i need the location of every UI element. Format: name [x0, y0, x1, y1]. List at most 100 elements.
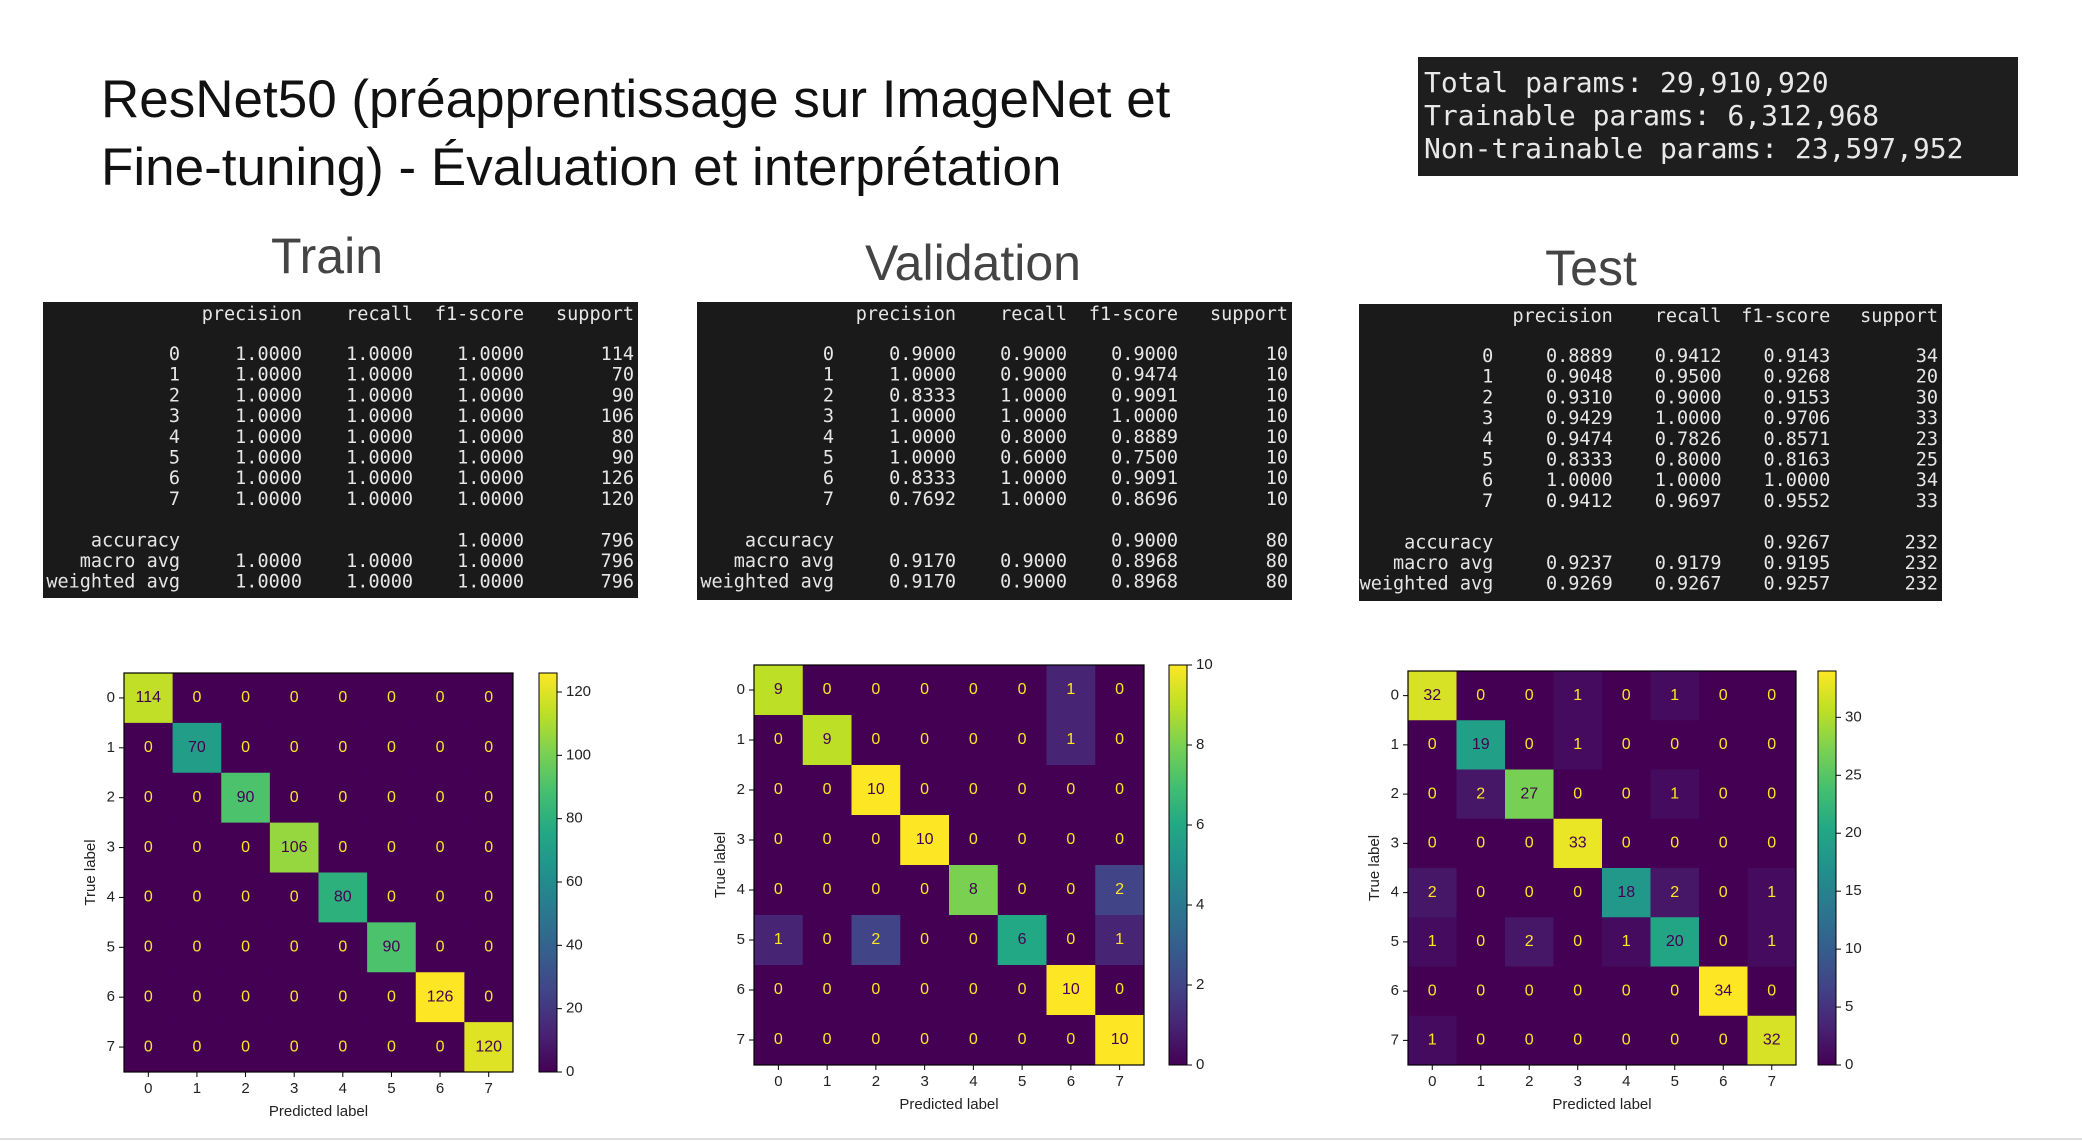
report-cell: 0 [823, 344, 834, 365]
cell-label: 0 [241, 939, 250, 956]
matrix-cell [1095, 765, 1145, 816]
matrix-cell [318, 1022, 368, 1073]
cell-label: 0 [192, 889, 201, 906]
cell-label: 0 [1066, 931, 1075, 948]
cell-label: 0 [1767, 687, 1776, 704]
report-cell: 34 [1916, 470, 1938, 491]
matrix-cell [900, 1015, 950, 1066]
colorbar-tick-label: 100 [566, 746, 591, 763]
matrix-cell [949, 765, 999, 816]
report-cell: 0.8696 [1111, 489, 1178, 510]
cell-label: 1 [1428, 1032, 1437, 1049]
report-cell: 3 [823, 406, 834, 427]
y-tick-label: 2 [1391, 785, 1399, 802]
cell-label: 0 [241, 889, 250, 906]
x-tick-label: 7 [1768, 1073, 1776, 1090]
report-cell: 1.0000 [235, 385, 302, 406]
report-cell: 0.9048 [1546, 367, 1613, 388]
cell-label: 0 [387, 889, 396, 906]
matrix-cell [1046, 1015, 1096, 1066]
report-cell: 33 [1916, 491, 1938, 512]
cell-label: 0 [192, 1038, 201, 1055]
cell-label: 19 [1472, 736, 1490, 753]
panel-heading: Validation [865, 235, 1081, 291]
matrix-cell [269, 822, 319, 873]
cell-label: 106 [281, 839, 308, 856]
matrix-cell [1408, 966, 1457, 1017]
report-cell: 1.0000 [457, 427, 524, 448]
report-cell: 1.0000 [235, 344, 302, 365]
matrix-cell [949, 865, 999, 916]
report-cell: precision [856, 304, 956, 325]
report-cell: 2 [169, 385, 180, 406]
report-cell: 0.9412 [1546, 491, 1613, 512]
cell-label: 10 [1062, 981, 1080, 998]
report-cell: 0.9552 [1763, 491, 1830, 512]
matrix-cell [1505, 671, 1554, 721]
cell-label: 0 [241, 988, 250, 1005]
cell-label: 0 [1476, 884, 1485, 901]
report-cell: 3 [169, 406, 180, 427]
matrix-cell [415, 722, 465, 774]
cell-label: 0 [1428, 785, 1437, 802]
matrix-cell [1095, 815, 1145, 866]
report-cell: 0.9268 [1763, 367, 1830, 388]
matrix-cell [1602, 966, 1651, 1017]
cell-label: 32 [1763, 1032, 1781, 1049]
cell-label: 0 [823, 831, 832, 848]
matrix-cell [464, 922, 514, 973]
report-cell: 0.9267 [1763, 532, 1830, 553]
report-cell: 1.0000 [235, 551, 302, 572]
y-tick-label: 3 [107, 839, 115, 856]
colorbar [1817, 670, 1837, 1066]
y-tick-label: 4 [737, 881, 745, 898]
cell-label: 0 [1115, 831, 1124, 848]
report-cell: 30 [1916, 387, 1938, 408]
report-cell: 232 [1905, 553, 1938, 574]
report-cell: 1.0000 [346, 489, 413, 510]
matrix-cell [1650, 917, 1700, 967]
cell-label: 9 [823, 731, 832, 748]
report-cell: weighted avg [700, 572, 834, 593]
report-cell: 6 [169, 468, 180, 489]
report-cell: 1.0000 [1000, 406, 1067, 427]
matrix-cell [318, 972, 368, 1023]
slide-title: ResNet50 (préapprentissage sur ImageNet … [101, 70, 1171, 129]
params-line: Trainable params: 6,312,968 [1424, 99, 1879, 132]
matrix-cell [1602, 671, 1651, 721]
y-tick-label: 2 [107, 789, 115, 806]
report-cell: 0.9000 [1000, 344, 1067, 365]
matrix-cell [1602, 720, 1651, 770]
cell-label: 0 [387, 689, 396, 706]
report-cell: 0.7826 [1655, 429, 1722, 450]
report-cell: 2 [823, 385, 834, 406]
cell-label: 0 [1573, 933, 1582, 950]
cell-label: 0 [1428, 736, 1437, 753]
cell-label: 0 [436, 889, 445, 906]
x-tick-label: 6 [1067, 1073, 1075, 1090]
report-cell: precision [1513, 306, 1613, 327]
cell-label: 0 [1719, 1032, 1728, 1049]
matrix-cell [900, 865, 950, 916]
matrix-cell [997, 765, 1047, 816]
cell-label: 0 [1476, 687, 1485, 704]
matrix-cell [1553, 671, 1603, 721]
colorbar-tick-label: 2 [1196, 976, 1204, 993]
matrix-cell [1602, 917, 1651, 967]
matrix-cell [1505, 1015, 1554, 1066]
matrix-cell [1408, 1015, 1457, 1066]
cell-label: 0 [871, 1031, 880, 1048]
cell-label: 0 [1018, 981, 1027, 998]
cell-label: 0 [144, 839, 153, 856]
matrix-cell [172, 1022, 222, 1073]
cell-label: 1 [1573, 687, 1582, 704]
report-cell: 0.9237 [1546, 553, 1613, 574]
cell-label: 0 [1719, 736, 1728, 753]
cell-label: 0 [484, 689, 493, 706]
x-tick-label: 4 [969, 1073, 977, 1090]
report-cell: weighted avg [1360, 574, 1494, 595]
report-cell: 0.8968 [1111, 551, 1178, 572]
cell-label: 0 [774, 831, 783, 848]
report-cell: 0.8968 [1111, 572, 1178, 593]
matrix-cell [124, 972, 174, 1023]
